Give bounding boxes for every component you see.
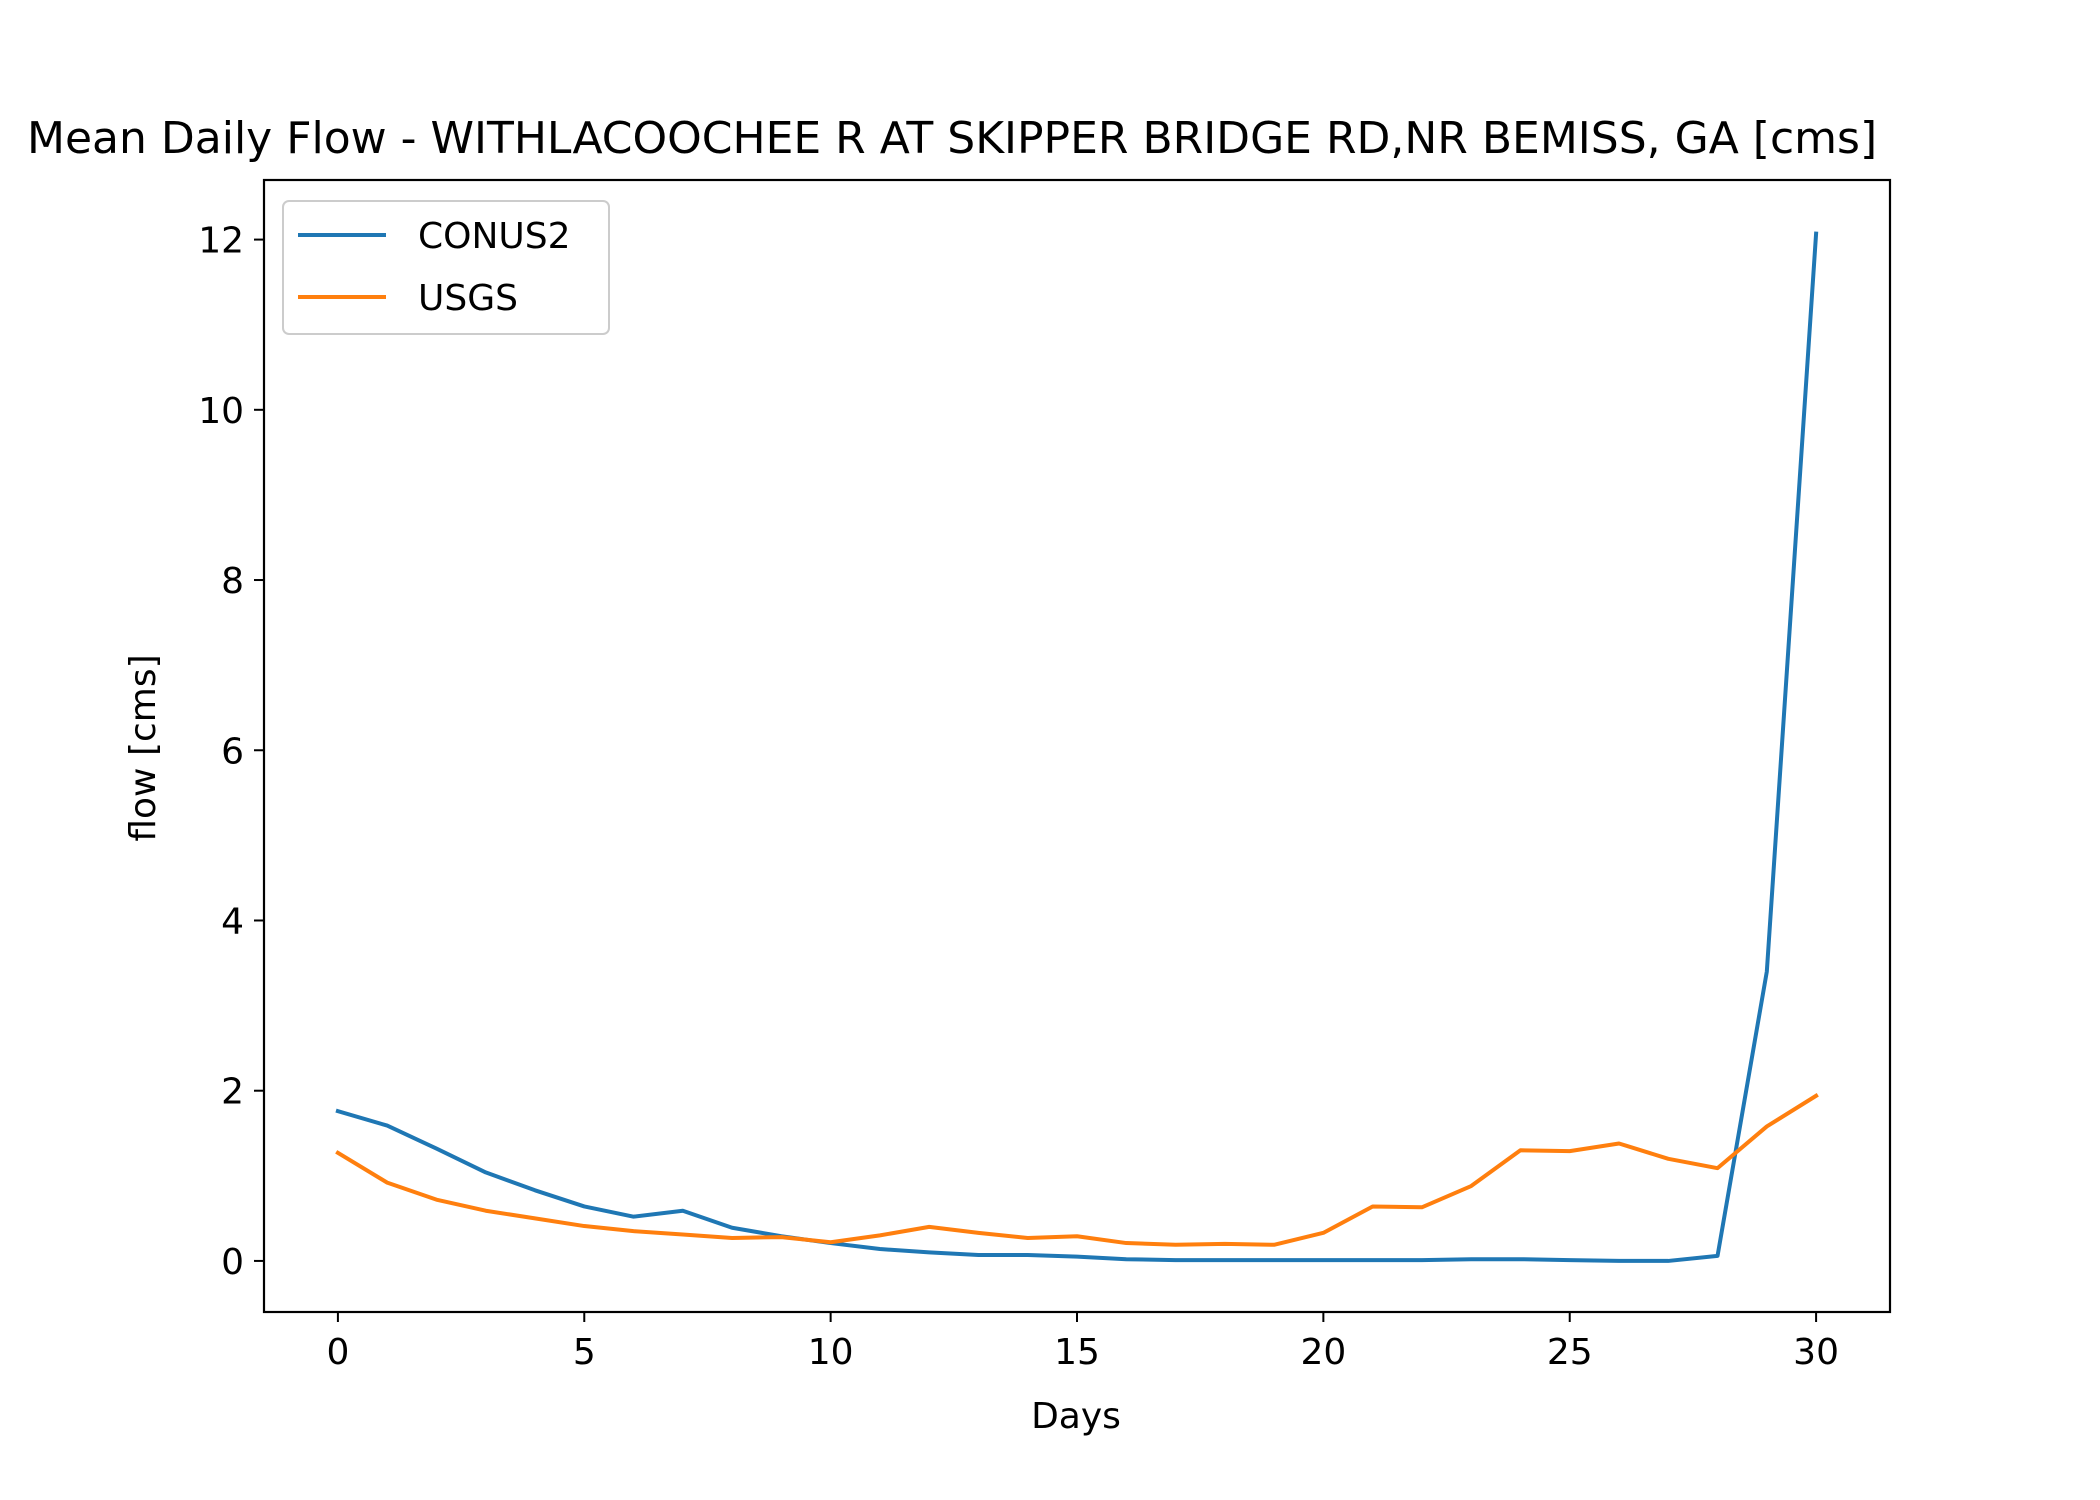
x-tick-label: 10 <box>808 1332 854 1373</box>
series-line-conus2 <box>335 231 1819 1263</box>
x-tick-label: 25 <box>1547 1332 1593 1373</box>
y-tick-label: 6 <box>221 731 244 772</box>
x-tick-label: 15 <box>1054 1332 1100 1373</box>
y-tick-label: 2 <box>221 1072 244 1113</box>
y-tick-label: 0 <box>221 1242 244 1283</box>
legend-label-usgs: USGS <box>418 278 518 319</box>
y-axis-ticks: 0 2 4 6 8 10 12 <box>198 221 264 1283</box>
legend-label-conus2: CONUS2 <box>418 216 571 257</box>
legend: CONUS2 USGS <box>282 200 610 335</box>
series-layer <box>335 231 1819 1263</box>
y-axis-label: flow [cms] <box>123 654 164 841</box>
chart-title: Mean Daily Flow - WITHLACOOCHEE R AT SKI… <box>27 113 1877 164</box>
y-tick-label: 12 <box>198 221 244 262</box>
x-tick-label: 5 <box>573 1332 596 1373</box>
x-axis-label: Days <box>1031 1396 1121 1437</box>
y-tick-label: 8 <box>221 561 244 602</box>
series-line-usgs <box>335 1093 1819 1247</box>
y-tick-label: 4 <box>221 901 244 942</box>
y-tick-label: 10 <box>198 391 244 432</box>
x-tick-label: 30 <box>1793 1332 1839 1373</box>
x-axis-ticks: 0 5 10 15 20 25 30 <box>326 1312 1839 1373</box>
x-tick-label: 0 <box>326 1332 349 1373</box>
x-tick-label: 20 <box>1300 1332 1346 1373</box>
